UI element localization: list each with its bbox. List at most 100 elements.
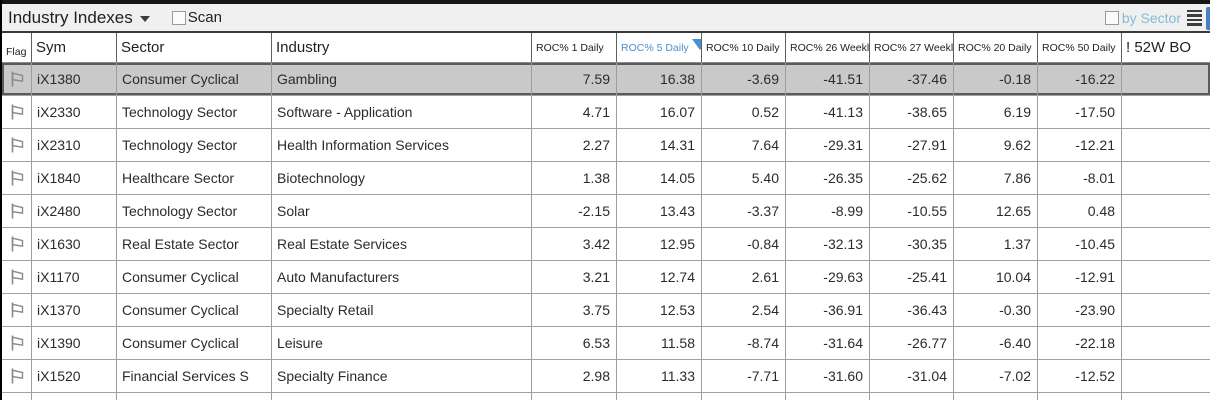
roc5d-cell xyxy=(617,393,702,400)
roc10d-cell: -8.74 xyxy=(702,327,786,359)
roc10d-cell: 2.61 xyxy=(702,261,786,293)
column-header-sector[interactable]: Sector xyxy=(117,33,272,62)
column-header-flag[interactable]: Flag xyxy=(2,33,32,62)
table-row[interactable]: iX1840 Healthcare Sector Biotechnology 1… xyxy=(2,162,1210,195)
roc20d-cell: 6.19 xyxy=(954,96,1038,128)
52w-bo-cell xyxy=(1122,63,1210,95)
roc1d-cell: 2.98 xyxy=(532,360,617,392)
sector-cell: Consumer Cyclical xyxy=(117,63,272,95)
scan-checkbox[interactable] xyxy=(171,10,186,25)
by-sector-label: by Sector xyxy=(1121,9,1181,26)
roc27w-cell: -30.35 xyxy=(870,228,954,260)
flag-icon[interactable] xyxy=(9,169,25,187)
industry-cell: Health Information Services xyxy=(272,129,532,161)
flag-icon[interactable] xyxy=(9,301,25,319)
roc1d-cell: 3.21 xyxy=(532,261,617,293)
watchlist-selector-dropdown[interactable]: Industry Indexes xyxy=(8,8,150,28)
menu-icon[interactable] xyxy=(1187,9,1202,26)
roc27w-cell: -31.04 xyxy=(870,360,954,392)
roc10d-cell: -0.84 xyxy=(702,228,786,260)
partial-clipped-row[interactable] xyxy=(2,393,1210,400)
column-header-roc5d-sorted[interactable]: ROC% 5 Daily xyxy=(617,33,702,62)
roc5d-cell: 12.74 xyxy=(617,261,702,293)
roc1d-cell: 3.75 xyxy=(532,294,617,326)
roc10d-cell: 0.52 xyxy=(702,96,786,128)
roc50d-cell: -23.90 xyxy=(1038,294,1122,326)
roc20d-cell: 9.62 xyxy=(954,129,1038,161)
column-header-roc50d[interactable]: ROC% 50 Daily xyxy=(1038,33,1122,62)
52w-bo-cell xyxy=(1122,129,1210,161)
column-header-52w-bo[interactable]: ! 52W BO xyxy=(1126,39,1192,56)
roc1d-cell: 6.53 xyxy=(532,327,617,359)
flag-icon[interactable] xyxy=(9,70,25,88)
roc20d-cell: -0.18 xyxy=(954,63,1038,95)
roc10d-cell: -7.71 xyxy=(702,360,786,392)
table-row[interactable]: iX1390 Consumer Cyclical Leisure 6.53 11… xyxy=(2,327,1210,360)
table-header-row: Flag Sym Sector Industry ROC% 1 Daily RO… xyxy=(2,33,1210,63)
column-header-roc10d[interactable]: ROC% 10 Daily xyxy=(702,33,786,62)
table-row[interactable]: iX1520 Financial Services S Specialty Fi… xyxy=(2,360,1210,393)
table-row[interactable]: iX1380 Consumer Cyclical Gambling 7.59 1… xyxy=(2,63,1210,96)
roc26w-cell: -31.60 xyxy=(786,360,870,392)
by-sector-checkbox[interactable] xyxy=(1104,10,1119,25)
column-header-roc20d[interactable]: ROC% 20 Daily xyxy=(954,33,1038,62)
roc5d-cell: 12.53 xyxy=(617,294,702,326)
roc1d-cell: 3.42 xyxy=(532,228,617,260)
flag-icon[interactable] xyxy=(9,235,25,253)
clipped-blue-button[interactable] xyxy=(1206,7,1210,30)
by-sector-toggle[interactable]: by Sector xyxy=(1104,9,1181,26)
symbol-cell: iX1390 xyxy=(32,327,117,359)
flag-cell xyxy=(2,393,32,400)
flag-cell xyxy=(2,63,32,95)
roc26w-cell: -8.99 xyxy=(786,195,870,227)
roc1d-cell: 7.59 xyxy=(532,63,617,95)
flag-icon[interactable] xyxy=(9,103,25,121)
roc10d-cell: 5.40 xyxy=(702,162,786,194)
column-header-roc26w[interactable]: ROC% 26 Weekly xyxy=(786,33,870,62)
roc20d-cell: 7.86 xyxy=(954,162,1038,194)
roc10d-cell: -3.69 xyxy=(702,63,786,95)
column-header-roc5d-label: ROC% 5 Daily xyxy=(621,41,689,54)
roc50d-cell: -12.52 xyxy=(1038,360,1122,392)
table-row[interactable]: iX2480 Technology Sector Solar -2.15 13.… xyxy=(2,195,1210,228)
roc27w-cell: -25.62 xyxy=(870,162,954,194)
flag-icon[interactable] xyxy=(9,268,25,286)
dropdown-caret-icon xyxy=(139,15,150,22)
roc20d-cell: -0.30 xyxy=(954,294,1038,326)
flag-cell xyxy=(2,294,32,326)
table-row[interactable]: iX2330 Technology Sector Software - Appl… xyxy=(2,96,1210,129)
roc1d-cell xyxy=(532,393,617,400)
flag-icon[interactable] xyxy=(9,367,25,385)
column-header-roc1d[interactable]: ROC% 1 Daily xyxy=(532,33,617,62)
scan-toggle[interactable]: Scan xyxy=(171,9,222,26)
industry-cell: Auto Manufacturers xyxy=(272,261,532,293)
table-row[interactable]: iX1630 Real Estate Sector Real Estate Se… xyxy=(2,228,1210,261)
roc27w-cell: -38.65 xyxy=(870,96,954,128)
column-header-industry[interactable]: Industry xyxy=(272,33,532,62)
52w-bo-cell xyxy=(1122,162,1210,194)
52w-bo-cell xyxy=(1122,327,1210,359)
roc5d-cell: 13.43 xyxy=(617,195,702,227)
table-row[interactable]: iX2310 Technology Sector Health Informat… xyxy=(2,129,1210,162)
column-header-roc27w[interactable]: ROC% 27 Weekly xyxy=(870,33,954,62)
roc50d-cell: -8.01 xyxy=(1038,162,1122,194)
column-header-sym[interactable]: Sym xyxy=(32,33,117,62)
table-row[interactable]: iX1370 Consumer Cyclical Specialty Retai… xyxy=(2,294,1210,327)
sector-cell: Technology Sector xyxy=(117,129,272,161)
sector-cell: Consumer Cyclical xyxy=(117,327,272,359)
roc26w-cell: -32.13 xyxy=(786,228,870,260)
roc10d-cell xyxy=(702,393,786,400)
roc26w-cell: -26.35 xyxy=(786,162,870,194)
industry-cell: Specialty Retail xyxy=(272,294,532,326)
roc27w-cell: -26.77 xyxy=(870,327,954,359)
industry-cell: Software - Application xyxy=(272,96,532,128)
roc27w-cell: -25.41 xyxy=(870,261,954,293)
roc50d-cell: 0.48 xyxy=(1038,195,1122,227)
roc5d-cell: 12.95 xyxy=(617,228,702,260)
flag-icon[interactable] xyxy=(9,202,25,220)
roc50d-cell: -16.22 xyxy=(1038,63,1122,95)
table-row[interactable]: iX1170 Consumer Cyclical Auto Manufactur… xyxy=(2,261,1210,294)
flag-icon[interactable] xyxy=(9,136,25,154)
flag-icon[interactable] xyxy=(9,334,25,352)
